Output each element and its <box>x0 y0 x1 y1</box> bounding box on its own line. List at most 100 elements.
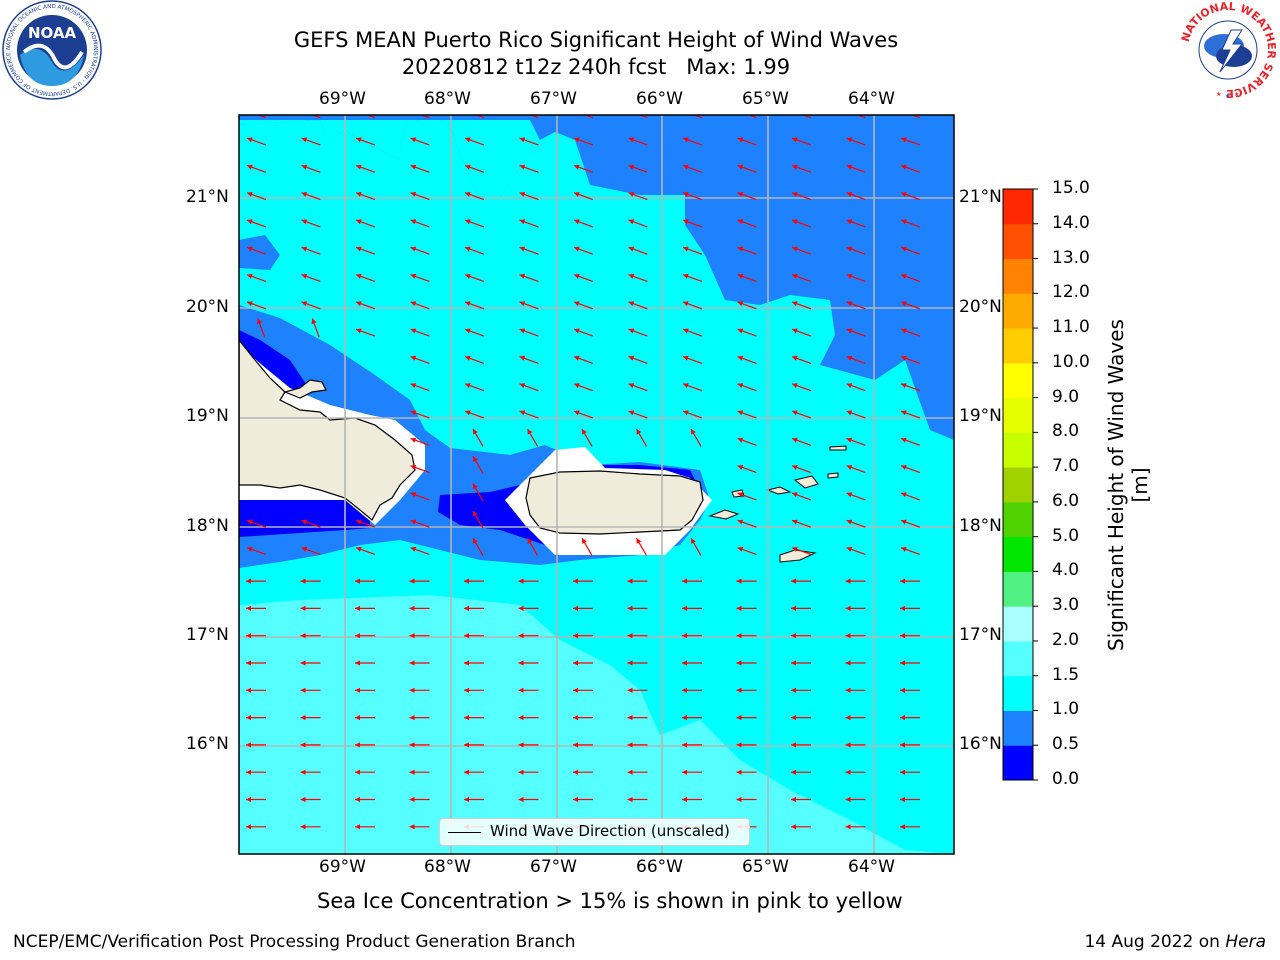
wind-arrow-head <box>628 355 635 361</box>
wind-arrow-head <box>792 192 798 197</box>
wind-arrow-head <box>473 429 478 435</box>
wind-arrow-head <box>356 273 362 279</box>
wind-arrow-head <box>846 465 853 470</box>
wind-arrow-head <box>627 660 633 666</box>
wind-arrow-head <box>683 192 689 197</box>
wind-arrow-head <box>257 318 262 325</box>
lat-label-right-18n: 18°N <box>959 516 1002 536</box>
land-small-2 <box>827 472 839 479</box>
wave-band-1-1.5-north-patch <box>239 120 540 198</box>
wind-arrow-head <box>683 301 689 307</box>
wind-arrow-head <box>301 546 308 552</box>
wind-arrow-head <box>792 301 798 307</box>
wind-arrow-head <box>355 660 360 666</box>
wind-arrow-head <box>356 301 362 307</box>
wind-arrow-head <box>900 796 905 803</box>
wind-arrow-shaft <box>365 115 376 119</box>
wind-arrow-head <box>356 192 362 197</box>
wind-arrow-head <box>410 301 417 307</box>
wind-arrow-head <box>246 742 251 748</box>
lat-label-left-21n: 21°N <box>186 187 229 207</box>
wind-arrow-head <box>573 769 578 775</box>
wind-arrow-head <box>901 355 907 361</box>
colorbar-segment <box>1003 501 1033 538</box>
wind-arrow-head <box>355 633 360 639</box>
lon-label-bottom-65w: 65°W <box>742 857 789 877</box>
wind-arrow-head <box>737 164 744 170</box>
colorbar-segment <box>1003 640 1033 677</box>
wind-arrow-head <box>410 383 417 388</box>
svg-text:★: ★ <box>1216 91 1221 98</box>
wind-arrow-head <box>300 633 306 639</box>
wind-arrow-head <box>627 715 633 721</box>
wind-arrow-head <box>792 492 798 498</box>
wind-arrow-head <box>900 715 905 721</box>
wind-arrow-head <box>900 687 905 693</box>
wind-wave-direction-arrows <box>246 115 921 830</box>
wind-arrow-head <box>683 219 689 225</box>
wind-arrow-head <box>574 410 580 416</box>
wind-arrow-head <box>682 687 687 693</box>
colorbar-segment <box>1003 293 1033 329</box>
wind-arrow-head <box>465 273 471 279</box>
colorbar-segment <box>1003 189 1033 225</box>
wind-arrow-head <box>791 633 796 639</box>
wind-arrow-head <box>300 605 306 611</box>
wind-arrow-head <box>628 164 635 170</box>
wind-arrow-head <box>737 137 744 143</box>
legend-line-icon <box>448 832 481 833</box>
wind-arrow-head <box>737 410 744 416</box>
wind-arrow-head <box>465 137 471 143</box>
lat-label-right-16n: 16°N <box>959 734 1002 754</box>
wind-arrow-head <box>247 192 253 197</box>
colorbar-segment <box>1003 432 1033 468</box>
land-puerto-rico <box>525 470 704 535</box>
lat-label-right-17n: 17°N <box>959 625 1002 645</box>
noaa-logo-text: NOAA <box>28 24 77 42</box>
wind-arrow-shaft <box>420 115 430 119</box>
wind-arrow-head <box>900 578 905 584</box>
wind-arrow-head <box>846 383 853 388</box>
wind-arrow-head <box>736 769 742 775</box>
wind-arrow-head <box>846 273 853 279</box>
wind-arrow-head <box>246 633 251 639</box>
wind-arrow-head <box>573 796 578 803</box>
wind-arrow-head <box>574 137 580 143</box>
colorbar-segment <box>1003 223 1033 260</box>
wind-arrow-head <box>409 578 415 584</box>
wind-arrow-head <box>792 328 798 334</box>
wind-arrow-head <box>518 715 524 721</box>
wind-arrow-head <box>300 715 306 721</box>
lon-label-bottom-66w: 66°W <box>636 857 683 877</box>
wind-arrow-head <box>518 796 524 803</box>
wind-arrow-head <box>464 769 469 775</box>
wind-arrow-head <box>900 742 905 748</box>
wind-arrow-head <box>573 578 578 584</box>
land-anegada <box>829 445 847 451</box>
wind-arrow-shaft <box>529 115 539 119</box>
wind-arrow-head <box>300 687 306 693</box>
wind-arrow-head <box>519 246 526 252</box>
lat-label-left-16n: 16°N <box>186 734 229 754</box>
wind-arrow-head <box>792 383 798 388</box>
wind-arrow-head <box>410 410 417 416</box>
lat-label-right-21n: 21°N <box>959 187 1002 207</box>
wind-arrow-head <box>573 605 578 611</box>
wind-arrow-head <box>792 246 798 252</box>
colorbar-tick-label: 4.0 <box>1052 560 1080 581</box>
wind-arrow-head <box>247 546 253 552</box>
wind-arrow-head <box>901 437 907 443</box>
wind-arrow-head <box>410 328 417 334</box>
colorbar-label: Significant Height of Wind Waves [m] <box>1104 319 1152 651</box>
colorbar-segment <box>1003 328 1033 364</box>
wind-arrow-head <box>519 410 526 416</box>
wind-arrow-head <box>473 510 478 517</box>
wind-arrow-head <box>682 769 687 775</box>
wind-arrow-head <box>792 410 798 416</box>
lon-label-bottom-69w: 69°W <box>319 857 366 877</box>
wind-arrow-head <box>300 796 306 803</box>
wind-arrow-head <box>900 633 905 639</box>
wind-arrow-head <box>300 824 306 830</box>
wind-arrow-head <box>464 796 469 803</box>
wind-arrow-head <box>246 578 251 584</box>
